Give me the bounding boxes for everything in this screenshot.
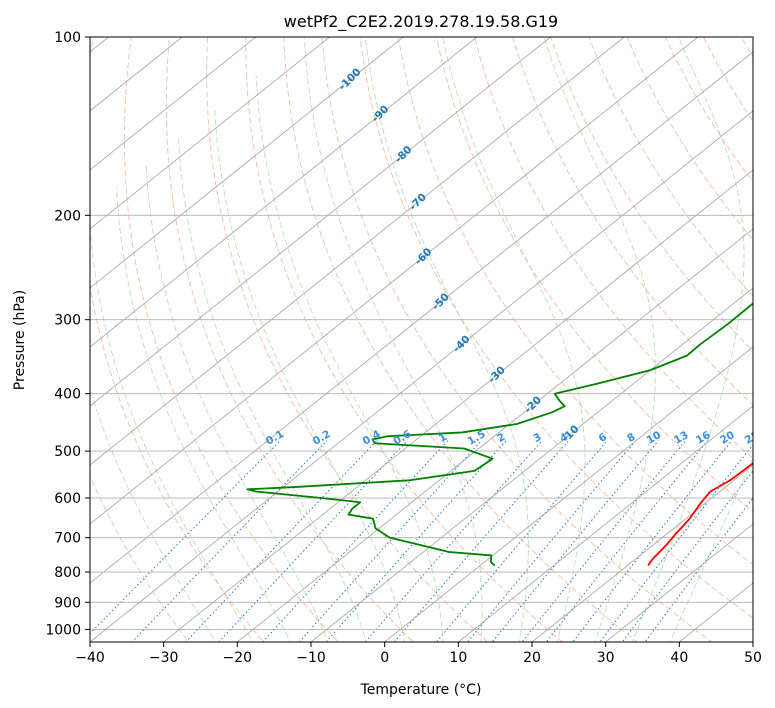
mixing-ratio-line [131, 440, 328, 642]
y-tick-label: 200 [54, 208, 81, 224]
dewpoint-profile [246, 302, 753, 567]
isotherm-line [457, 405, 753, 642]
y-tick-label: 900 [54, 595, 81, 611]
isotherm-line [383, 346, 753, 642]
moist-adiabat-line [255, 75, 444, 642]
dry-adiabat-line [397, 37, 753, 566]
x-tick-label: 10 [449, 650, 467, 666]
y-tick-label: 700 [54, 531, 81, 547]
x-tick-label: −20 [223, 650, 253, 666]
dry-adiabat-line [435, 37, 753, 513]
y-tick-label: 600 [54, 491, 81, 507]
moist-adiabat-line [631, 37, 745, 642]
dry-adiabat-line [664, 37, 753, 183]
x-tick-label: 20 [523, 650, 541, 666]
isotherm-line [90, 37, 404, 289]
mixing-ratio-line [599, 443, 753, 642]
mixing-ratio-line [545, 440, 709, 642]
isotherm-line [90, 51, 753, 584]
x-tick-label: −10 [296, 650, 326, 666]
dry-adiabat-line [702, 37, 753, 123]
moist-adiabat-line [364, 37, 529, 642]
x-tick-label: 30 [597, 650, 615, 666]
moist-adiabat-line [116, 187, 291, 642]
isotherm-line [604, 523, 753, 642]
mixing-ratio-line [644, 497, 753, 642]
isotherm-line [236, 228, 753, 642]
y-tick-label: 100 [54, 30, 81, 46]
mixing-ratio-line [364, 440, 543, 642]
temperature-profile [647, 461, 753, 567]
profiles [246, 302, 753, 567]
x-axis-label: Temperature (°C) [360, 682, 482, 698]
x-tick-label: 0 [380, 650, 389, 666]
dry-adiabat-line [359, 37, 753, 619]
isotherm-line [90, 37, 699, 525]
moist-adiabat-line [303, 37, 483, 642]
mixing-ratio-line [262, 440, 449, 642]
plot-area: -100-90-80-70-60-50-40-30-20-100.1 0.2 0.4… [90, 37, 762, 642]
y-tick-label: 500 [54, 444, 81, 460]
plot-frame [89, 36, 754, 643]
mixing-ratio-line [90, 440, 281, 635]
dry-adiabat-line [588, 37, 753, 297]
y-tick-label: 800 [54, 565, 81, 581]
dry-adiabats [90, 37, 753, 642]
y-tick-label: 400 [54, 387, 81, 403]
mixing-ratio-line [185, 440, 378, 642]
dry-adiabat-line [165, 37, 414, 642]
dry-adiabat-line [550, 37, 753, 352]
y-tick-label: 300 [54, 313, 81, 329]
dry-adiabat-line [626, 37, 753, 241]
isotherm-line [90, 37, 478, 348]
moist-adiabat-line [669, 456, 753, 642]
isotherm-line [90, 37, 331, 230]
dry-adiabat-line [90, 474, 190, 642]
dry-adiabat-line [474, 37, 753, 460]
mixing-ratio-line [218, 440, 408, 642]
isotherm-line [90, 37, 625, 466]
moist-adiabat-line [214, 110, 406, 642]
isotherm-line [162, 169, 753, 642]
moist-adiabat-line [178, 137, 367, 642]
dry-adiabat-line [123, 37, 339, 642]
dry-adiabat-line [90, 37, 265, 642]
x-tick-label: −30 [149, 650, 179, 666]
x-tick-label: 50 [744, 650, 762, 666]
isotherm-line [90, 110, 753, 642]
dry-adiabat-line [245, 37, 564, 642]
mixing-ratio-line [572, 440, 733, 642]
mixing-ratio-line [435, 440, 608, 642]
mixing-ratio-line [521, 440, 687, 642]
dry-adiabat-line [206, 37, 489, 642]
mixing-ratio-lines [90, 440, 753, 642]
isotherm-line [531, 464, 753, 642]
isotherms [90, 37, 753, 642]
mixing-ratio-line [621, 469, 753, 642]
x-axis: −40 −30 −20 −10 0 10 20 30 40 50 [75, 642, 762, 666]
moist-adiabat-line [543, 37, 656, 642]
dry-adiabat-line [321, 37, 713, 642]
mixing-ratio-line [393, 440, 570, 642]
moist-adiabat-line [90, 387, 216, 642]
mixing-ratio-label: 25 [743, 429, 762, 447]
dry-adiabat-line [512, 37, 753, 406]
moist-adiabat-line [90, 220, 254, 642]
isotherm-line [90, 37, 257, 171]
y-axis: 100 200 300 400 500 600 700 800 900 1000 [45, 30, 90, 638]
isotherm-line [90, 37, 552, 407]
pressure-gridlines [90, 37, 753, 630]
y-axis-label: Pressure (hPa) [12, 290, 28, 390]
x-tick-label: 40 [670, 650, 688, 666]
chart-title: wetPf2_C2E2.2019.278.19.58.G19 [284, 12, 558, 32]
y-tick-label: 1000 [45, 622, 81, 638]
x-tick-label: −40 [75, 650, 105, 666]
